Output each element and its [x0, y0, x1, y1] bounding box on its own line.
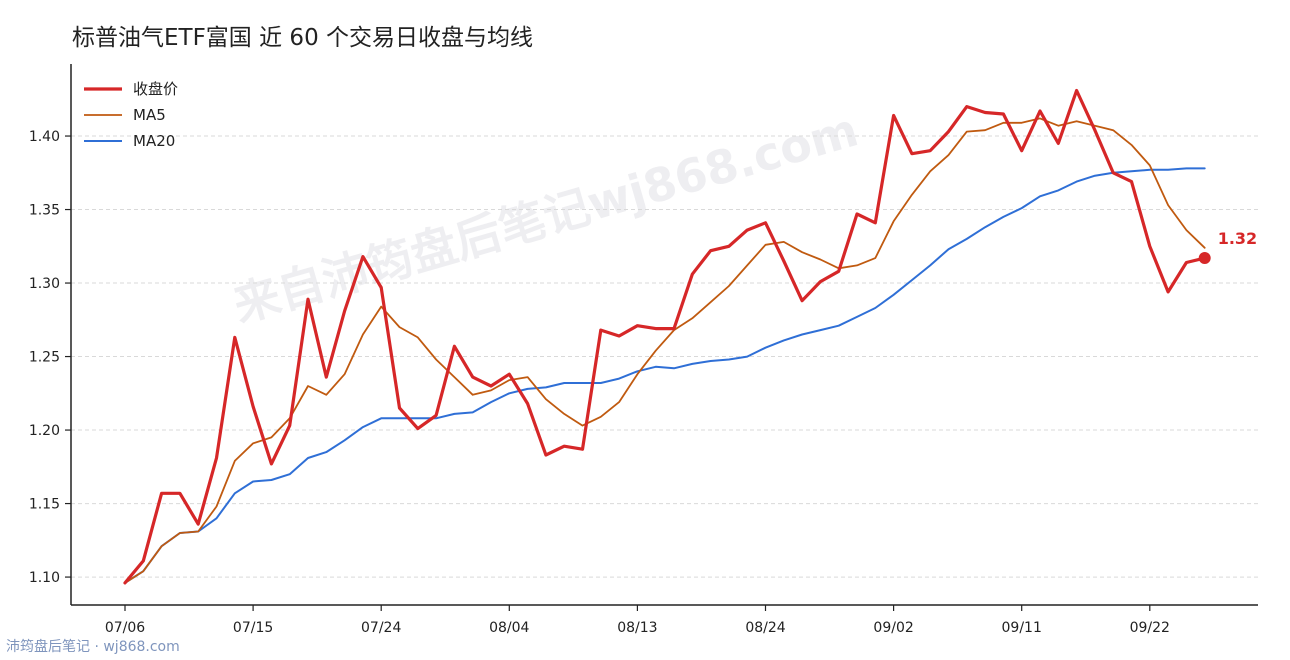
ma5-line	[124, 117, 1206, 584]
x-ticks: 07/06 07/15 07/24 08/04 08/13 08/24 09/02 09/11…	[105, 605, 1170, 636]
y-tick-label: 1.35	[29, 203, 60, 219]
y-tick-label: 1.40	[29, 129, 60, 145]
grid-lines	[71, 135, 1258, 578]
y-tick-label: 1.15	[29, 497, 60, 513]
close-price-line	[123, 88, 1207, 585]
x-tick-label: 07/15	[233, 620, 273, 636]
x-tick-label: 08/04	[489, 620, 529, 636]
legend: 收盘价 MA5 MA20	[84, 80, 178, 150]
ma20-line	[124, 167, 1206, 584]
axes	[70, 64, 1258, 606]
y-tick-label: 1.20	[29, 423, 60, 439]
y-ticks: 1.10 1.15 1.20 1.25 1.30 1.35 1.40	[29, 129, 71, 586]
legend-label: MA20	[133, 132, 175, 150]
last-close-label: 1.32	[1218, 229, 1257, 248]
series-lines: 1.32	[123, 88, 1257, 585]
x-tick-label: 07/06	[105, 620, 145, 636]
x-tick-label: 08/24	[745, 620, 785, 636]
legend-label: 收盘价	[133, 80, 178, 98]
y-tick-label: 1.10	[29, 570, 60, 586]
last-close-point	[1198, 252, 1211, 265]
chart-title: 标普油气ETF富国 近 60 个交易日收盘与均线	[72, 25, 534, 51]
x-tick-label: 09/11	[1002, 620, 1042, 636]
x-tick-label: 09/22	[1130, 620, 1170, 636]
legend-label: MA5	[133, 106, 166, 124]
x-tick-label: 09/02	[873, 620, 913, 636]
y-tick-label: 1.30	[29, 276, 60, 292]
y-tick-label: 1.25	[29, 350, 60, 366]
x-tick-label: 07/24	[361, 620, 401, 636]
x-tick-label: 08/13	[617, 620, 657, 636]
site-credit: 沛筠盘后笔记 · wj868.com	[6, 639, 180, 655]
